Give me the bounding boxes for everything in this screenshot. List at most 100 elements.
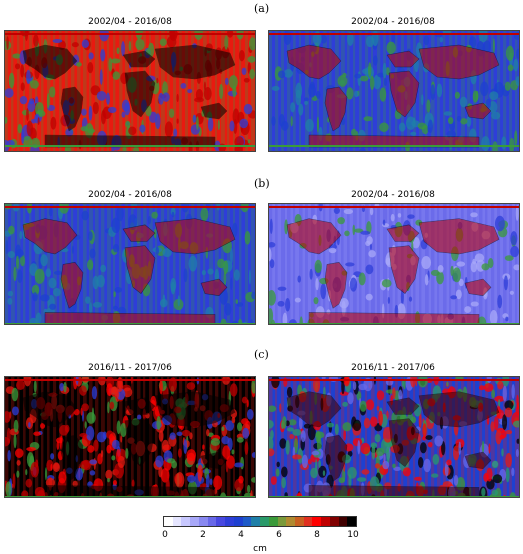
map-blob bbox=[187, 89, 192, 93]
map-blob bbox=[434, 497, 442, 498]
map-blob bbox=[193, 115, 197, 123]
colorbar-swatch bbox=[181, 517, 190, 526]
map-blob bbox=[281, 466, 288, 477]
map-blob bbox=[120, 436, 122, 443]
map-blob bbox=[490, 310, 498, 325]
map-blob bbox=[422, 423, 426, 438]
map-blob bbox=[25, 469, 27, 475]
map-blob bbox=[244, 104, 253, 114]
map-blob bbox=[497, 295, 502, 309]
colorbar-swatch bbox=[312, 517, 321, 526]
map-blob bbox=[232, 86, 236, 98]
map-blob bbox=[34, 380, 37, 392]
map-blob bbox=[366, 36, 374, 48]
map-blob bbox=[156, 416, 160, 430]
map-blob bbox=[125, 448, 128, 459]
map-blob bbox=[12, 388, 19, 402]
map-blob bbox=[107, 401, 109, 413]
map-stripe bbox=[5, 204, 8, 325]
map-blob bbox=[514, 130, 517, 144]
map-blob bbox=[302, 455, 308, 468]
map-blob bbox=[450, 295, 457, 299]
map-blob bbox=[20, 64, 24, 77]
map-blob bbox=[378, 411, 383, 426]
map-blob bbox=[501, 136, 506, 149]
map-blob bbox=[353, 225, 356, 236]
map-blob bbox=[292, 429, 301, 436]
map-blob bbox=[508, 64, 514, 71]
map-blob bbox=[13, 267, 16, 282]
map-blob bbox=[423, 459, 431, 472]
map-blob bbox=[40, 254, 47, 266]
map-title-a-right: 2002/04 - 2016/08 bbox=[268, 17, 518, 27]
map-blob bbox=[211, 438, 220, 446]
map-blob bbox=[317, 117, 319, 133]
map-blob bbox=[237, 422, 242, 431]
map-blob bbox=[334, 207, 340, 214]
map-blob bbox=[242, 428, 249, 439]
map-blob bbox=[506, 430, 513, 434]
map-blob bbox=[6, 240, 9, 255]
map-blob bbox=[14, 420, 19, 433]
map-blob bbox=[155, 113, 160, 129]
map-blob bbox=[371, 324, 380, 325]
map-blob bbox=[285, 298, 290, 312]
map-blob bbox=[244, 78, 250, 83]
map-blob bbox=[49, 207, 53, 217]
map-blob bbox=[455, 92, 460, 99]
map-blob bbox=[344, 231, 349, 237]
map-blob bbox=[159, 380, 163, 395]
map-blob bbox=[178, 448, 182, 457]
map-stripe bbox=[245, 204, 248, 325]
map-blob bbox=[373, 55, 378, 65]
map-blob bbox=[100, 49, 105, 61]
polar-band bbox=[5, 496, 255, 498]
map-blob bbox=[342, 402, 348, 407]
map-blob bbox=[492, 461, 499, 469]
map-blob bbox=[26, 70, 31, 84]
map-blob bbox=[101, 110, 106, 124]
map-blob bbox=[165, 121, 173, 137]
map-blob bbox=[453, 446, 459, 461]
map-blob bbox=[287, 387, 292, 398]
colorbar-swatch bbox=[225, 517, 234, 526]
map-stripe bbox=[515, 377, 519, 498]
map-blob bbox=[108, 107, 117, 113]
map-blob bbox=[383, 219, 385, 225]
map-blob bbox=[238, 476, 243, 484]
map-blob bbox=[392, 464, 396, 469]
map-blob bbox=[367, 236, 373, 245]
colorbar-swatch bbox=[339, 517, 348, 526]
map-title-c-right: 2016/11 - 2017/06 bbox=[268, 363, 518, 373]
map-blob bbox=[87, 445, 94, 453]
map-blob bbox=[35, 487, 45, 497]
map-blob bbox=[370, 207, 373, 215]
map-blob bbox=[20, 96, 28, 104]
map-blob bbox=[234, 269, 240, 280]
map-stripe bbox=[371, 31, 373, 151]
map-blob bbox=[116, 206, 124, 221]
map-blob bbox=[147, 497, 153, 498]
map-blob bbox=[76, 62, 82, 67]
map-blob bbox=[116, 47, 119, 54]
map-blob bbox=[510, 246, 519, 257]
map-blob bbox=[85, 296, 90, 304]
map-blob bbox=[108, 58, 112, 72]
map-blob bbox=[410, 132, 416, 136]
map-blob bbox=[392, 387, 395, 399]
map-blob bbox=[187, 382, 196, 390]
map-blob bbox=[504, 275, 508, 290]
map-blob bbox=[501, 448, 503, 456]
map-c-right bbox=[268, 376, 520, 498]
map-blob bbox=[492, 490, 499, 496]
map-blob bbox=[505, 317, 508, 322]
colorbar-swatch bbox=[251, 517, 260, 526]
map-blob bbox=[225, 78, 229, 85]
map-blob bbox=[45, 467, 47, 480]
map-blob bbox=[26, 447, 36, 451]
map-blob bbox=[270, 259, 275, 268]
map-blob bbox=[87, 62, 93, 73]
map-blob bbox=[350, 278, 357, 292]
map-stripe bbox=[239, 204, 241, 325]
map-blob bbox=[421, 256, 431, 269]
